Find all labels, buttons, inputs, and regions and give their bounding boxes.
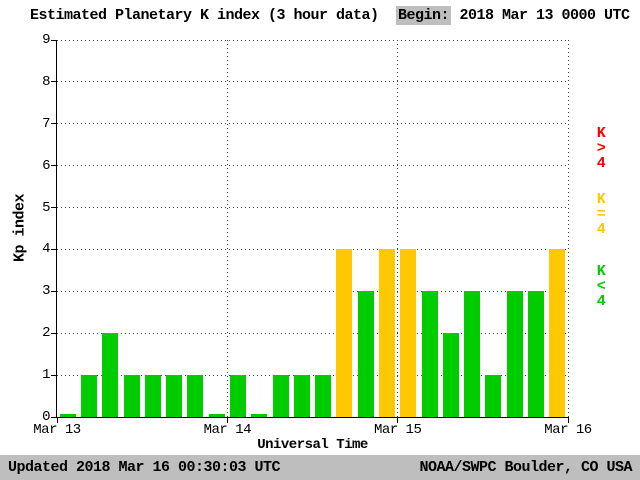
y-tick (51, 81, 56, 83)
x-tick (567, 418, 569, 423)
gridline-horizontal (57, 165, 568, 167)
gridline-horizontal (57, 123, 568, 125)
y-tick-label: 8 (42, 73, 50, 90)
kp-bar (123, 375, 140, 417)
x-tick-label: Mar 15 (373, 422, 422, 438)
gridline-vertical (567, 40, 569, 417)
gridline-horizontal (57, 248, 568, 250)
kp-bar (336, 249, 353, 417)
kp-bar (208, 414, 225, 417)
y-tick-label: 7 (42, 115, 50, 132)
kp-bar (464, 291, 481, 417)
y-tick (51, 165, 56, 167)
gridline-horizontal (57, 39, 568, 41)
y-tick-label: 1 (42, 367, 50, 384)
y-tick (51, 416, 56, 418)
y-tick-label: 5 (42, 199, 50, 216)
gridline-horizontal (57, 81, 568, 83)
y-tick (51, 123, 56, 125)
kp-bar (187, 375, 204, 417)
x-tick (226, 418, 228, 423)
y-tick-label: 9 (42, 32, 50, 48)
kp-bar (549, 249, 566, 417)
y-tick-label: 4 (42, 241, 50, 258)
kp-bar (80, 375, 97, 417)
gridline-horizontal (57, 290, 568, 292)
y-tick-label: 0 (42, 409, 50, 425)
begin-value: 2018 Mar 13 0000 UTC (459, 7, 631, 24)
begin-label: Begin: (396, 6, 452, 25)
kp-bar (315, 375, 332, 417)
y-tick (51, 332, 56, 334)
x-tick-label: Mar 13 (33, 422, 81, 438)
kp-bar (421, 291, 438, 417)
kp-bar (400, 249, 417, 417)
x-axis-line (56, 417, 569, 418)
y-tick (51, 374, 56, 376)
y-axis-line (56, 40, 57, 418)
kp-bar (357, 291, 374, 417)
source-text: NOAA/SWPC Boulder, CO USA (419, 459, 632, 476)
kp-bar (379, 249, 396, 417)
kp-bar (229, 375, 246, 417)
footer-bar: Updated 2018 Mar 16 00:30:03 UTC NOAA/SW… (0, 455, 640, 480)
kp-bar (144, 375, 161, 417)
kp-bar (59, 414, 76, 417)
y-tick-label: 3 (42, 283, 50, 300)
chart-title: Estimated Planetary K index (3 hour data… (30, 7, 379, 24)
plot-area (57, 39, 569, 417)
kp-bar (102, 333, 119, 417)
y-tick (51, 290, 56, 292)
gridline-vertical (397, 40, 399, 417)
updated-text: Updated 2018 Mar 16 00:30:03 UTC (8, 459, 281, 476)
x-tick (397, 418, 399, 423)
kp-bar (272, 375, 289, 417)
x-tick-label: Mar 16 (544, 422, 592, 438)
x-axis-title: Universal Time (257, 437, 368, 453)
gridline-horizontal (57, 207, 568, 209)
y-tick-label: 2 (42, 325, 50, 342)
legend-k-gt-4: K > 4 (596, 125, 606, 172)
gridline-vertical (226, 40, 228, 417)
begin-info: Begin: 2018 Mar 13 0000 UTC (396, 6, 631, 25)
y-tick-label: 6 (42, 157, 50, 174)
x-tick (56, 418, 58, 423)
y-tick (51, 248, 56, 250)
kp-bar (251, 414, 268, 417)
kp-bar (293, 375, 310, 417)
y-tick (51, 39, 56, 41)
gridline-horizontal (57, 332, 568, 334)
kp-bar (528, 291, 545, 417)
kp-bar (506, 291, 523, 417)
gridline-horizontal (57, 374, 568, 376)
kp-bar (166, 375, 183, 417)
legend-k-lt-4: K < 4 (596, 263, 606, 310)
x-tick-label: Mar 14 (203, 422, 252, 438)
kp-bar (442, 333, 459, 417)
kp-bar (485, 375, 502, 417)
legend-k-eq-4: K = 4 (596, 191, 606, 238)
y-tick (51, 207, 56, 209)
